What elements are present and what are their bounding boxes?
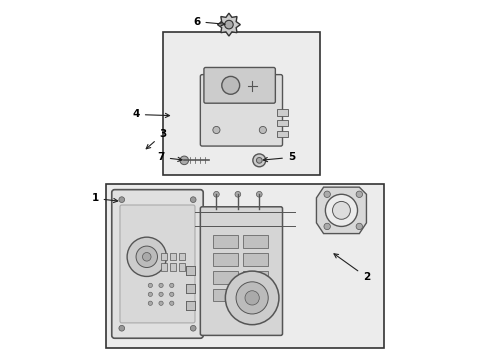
Circle shape bbox=[256, 192, 262, 197]
Bar bbox=[163, 32, 320, 175]
Circle shape bbox=[259, 126, 267, 134]
Bar bbox=[213, 289, 238, 301]
Text: 4: 4 bbox=[132, 109, 170, 120]
Polygon shape bbox=[317, 187, 367, 234]
Circle shape bbox=[143, 252, 151, 261]
Bar bbox=[243, 253, 268, 266]
Bar bbox=[186, 284, 195, 293]
Circle shape bbox=[170, 301, 174, 305]
Bar bbox=[186, 284, 195, 293]
Circle shape bbox=[136, 246, 157, 267]
Circle shape bbox=[180, 156, 189, 165]
FancyBboxPatch shape bbox=[120, 205, 195, 323]
Circle shape bbox=[324, 191, 330, 198]
Bar bbox=[163, 32, 320, 175]
Text: 3: 3 bbox=[146, 129, 167, 149]
FancyBboxPatch shape bbox=[204, 67, 275, 103]
Circle shape bbox=[159, 283, 163, 288]
FancyBboxPatch shape bbox=[200, 75, 283, 146]
Circle shape bbox=[148, 283, 152, 288]
Circle shape bbox=[356, 191, 363, 198]
Circle shape bbox=[190, 325, 196, 331]
Bar bbox=[186, 301, 195, 310]
Circle shape bbox=[170, 292, 174, 296]
Bar bbox=[277, 120, 288, 126]
Bar bbox=[277, 131, 288, 137]
Bar bbox=[179, 252, 185, 260]
Text: 7: 7 bbox=[157, 152, 182, 162]
Bar bbox=[170, 252, 176, 260]
Bar bbox=[277, 109, 288, 116]
Circle shape bbox=[214, 192, 220, 197]
Circle shape bbox=[148, 301, 152, 305]
Circle shape bbox=[159, 292, 163, 296]
Polygon shape bbox=[218, 13, 241, 36]
Bar bbox=[106, 184, 384, 348]
Bar bbox=[213, 253, 238, 266]
Circle shape bbox=[119, 325, 124, 331]
Circle shape bbox=[148, 292, 152, 296]
Circle shape bbox=[256, 157, 262, 163]
Circle shape bbox=[225, 271, 279, 325]
Bar bbox=[243, 271, 268, 284]
Circle shape bbox=[224, 20, 233, 29]
FancyBboxPatch shape bbox=[200, 207, 283, 336]
Bar bbox=[186, 266, 195, 275]
Bar bbox=[186, 301, 195, 310]
Circle shape bbox=[325, 194, 358, 226]
Circle shape bbox=[245, 291, 259, 305]
Bar bbox=[170, 263, 176, 271]
Text: 5: 5 bbox=[263, 152, 295, 162]
Circle shape bbox=[236, 282, 268, 314]
Circle shape bbox=[333, 202, 350, 219]
Bar bbox=[186, 284, 195, 293]
Bar bbox=[161, 263, 168, 271]
Bar bbox=[186, 266, 195, 275]
Bar bbox=[106, 184, 384, 348]
Bar bbox=[213, 235, 238, 248]
Circle shape bbox=[119, 197, 124, 203]
Circle shape bbox=[324, 223, 330, 230]
Bar bbox=[179, 263, 185, 271]
Bar bbox=[213, 271, 238, 284]
Text: 2: 2 bbox=[334, 254, 370, 282]
Circle shape bbox=[190, 197, 196, 203]
Circle shape bbox=[222, 76, 240, 94]
Circle shape bbox=[159, 301, 163, 305]
Bar bbox=[186, 301, 195, 310]
Bar bbox=[161, 252, 168, 260]
Circle shape bbox=[253, 154, 266, 167]
Bar bbox=[243, 235, 268, 248]
Text: 6: 6 bbox=[193, 17, 225, 27]
Circle shape bbox=[235, 192, 241, 197]
Circle shape bbox=[213, 126, 220, 134]
FancyBboxPatch shape bbox=[112, 190, 203, 338]
Text: 1: 1 bbox=[92, 193, 118, 203]
Circle shape bbox=[127, 237, 167, 276]
Bar bbox=[186, 266, 195, 275]
Circle shape bbox=[170, 283, 174, 288]
Circle shape bbox=[356, 223, 363, 230]
Bar bbox=[243, 289, 268, 301]
